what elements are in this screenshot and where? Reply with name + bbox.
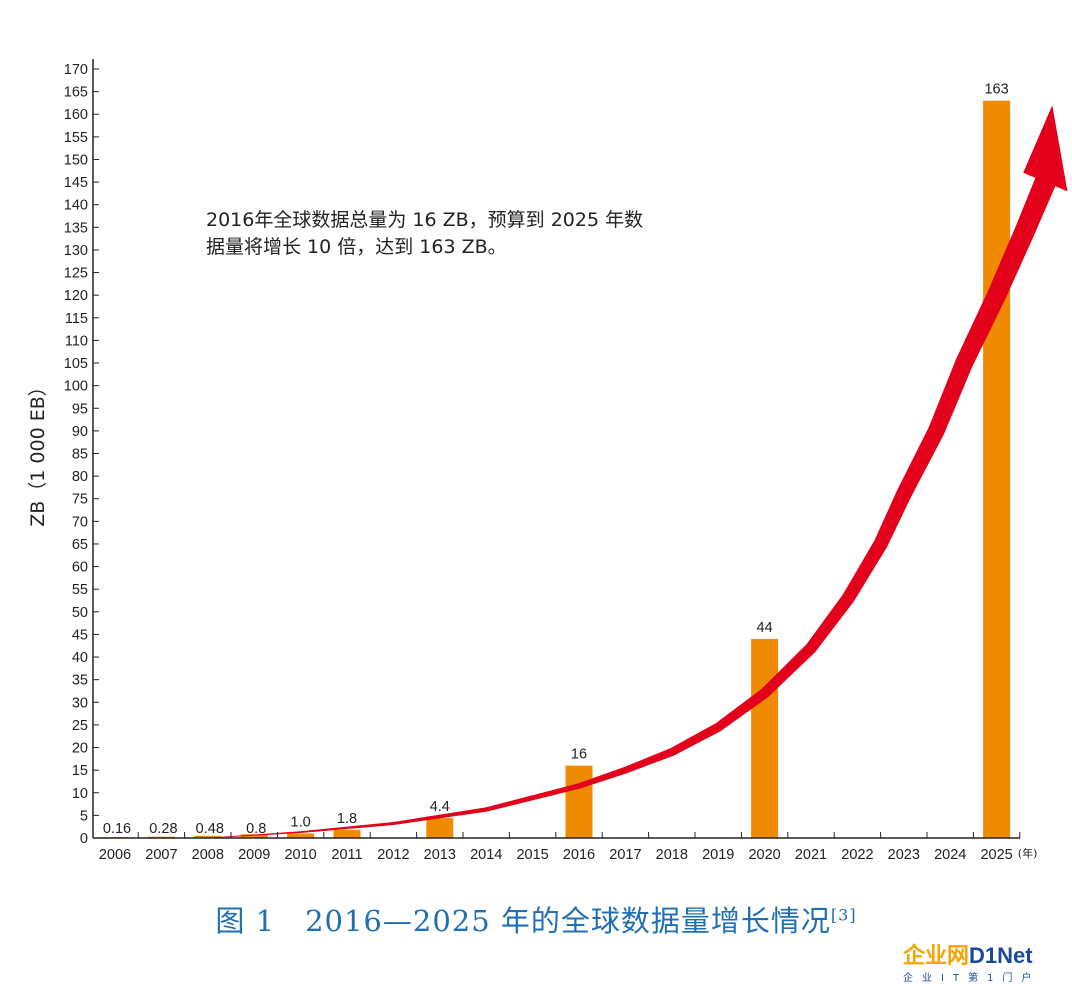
x-tick-label-2024: 2024 (934, 847, 966, 863)
x-tick-label-2014: 2014 (470, 847, 502, 863)
x-tick-label-2016: 2016 (563, 847, 595, 863)
x-tick-label-2020: 2020 (748, 847, 780, 863)
x-tick-label-2025: 2025 (980, 847, 1012, 863)
x-tick-label-2017: 2017 (609, 847, 641, 863)
logo-tagline: 企业IT第1门户 (903, 973, 1041, 984)
x-axis-unit: (年) (1018, 846, 1038, 860)
figure-caption: 图 1 2016—2025 年的全球数据量增长情况[3] (0, 898, 1072, 940)
bar-2010 (287, 833, 315, 838)
x-tick-label-2013: 2013 (424, 847, 456, 863)
y-tick-label: 95 (72, 401, 88, 417)
bar-2013 (426, 818, 454, 838)
y-tick-label: 100 (64, 379, 88, 395)
y-tick-label: 85 (72, 447, 88, 463)
bar-2009 (240, 834, 268, 838)
value-label-2025: 163 (984, 82, 1008, 98)
y-tick-label: 65 (72, 537, 88, 553)
x-tick-label-2022: 2022 (841, 847, 873, 863)
y-tick-label: 125 (64, 266, 88, 282)
y-tick-label: 55 (72, 582, 88, 598)
caption-text: 图 1 2016—2025 年的全球数据量增长情况 (215, 904, 831, 938)
x-tick-label-2023: 2023 (888, 847, 920, 863)
x-tick-label-2018: 2018 (656, 847, 688, 863)
y-tick-label: 45 (72, 627, 88, 643)
y-tick-label: 90 (72, 424, 88, 440)
y-tick-label: 120 (64, 288, 88, 304)
y-tick-label: 160 (64, 107, 88, 123)
x-tick-label-2006: 2006 (99, 847, 131, 863)
y-tick-label: 30 (72, 695, 88, 711)
annotation-line: 2016年全球数据总量为 16 ZB，预算到 2025 年数 (206, 209, 643, 231)
bar-2025 (983, 100, 1011, 839)
y-tick-label: 40 (72, 650, 88, 666)
value-label-2011: 1.8 (337, 811, 357, 827)
x-tick-label-2021: 2021 (795, 847, 827, 863)
value-label-2008: 0.48 (196, 821, 224, 837)
logo-en: D1Net (969, 943, 1033, 968)
value-label-2007: 0.28 (149, 821, 177, 837)
x-tick-label-2012: 2012 (377, 847, 409, 863)
y-tick-label: 165 (64, 85, 88, 101)
x-tick-label-2007: 2007 (145, 847, 177, 863)
y-tick-label: 15 (72, 763, 88, 779)
bar-2020 (751, 638, 779, 838)
y-tick-label: 75 (72, 492, 88, 508)
value-label-2020: 44 (757, 620, 773, 636)
bar-2011 (333, 829, 361, 838)
annotation-line: 据量将增长 10 倍，达到 163 ZB。 (206, 236, 507, 258)
y-tick-label: 115 (65, 311, 88, 327)
bar-2016 (565, 765, 593, 838)
y-tick-label: 110 (65, 333, 88, 349)
bar-2008 (194, 835, 222, 838)
caption-reference: [3] (830, 905, 857, 925)
y-tick-label: 105 (64, 356, 88, 372)
value-label-2009: 0.8 (246, 821, 266, 837)
y-tick-label: 130 (64, 243, 88, 259)
y-tick-label: 50 (72, 605, 88, 621)
y-tick-label: 150 (64, 152, 88, 168)
value-label-2013: 4.4 (430, 799, 450, 815)
x-tick-label-2011: 2011 (331, 847, 362, 863)
x-tick-label-2019: 2019 (702, 847, 734, 863)
y-tick-label: 35 (72, 673, 88, 689)
value-label-2010: 1.0 (291, 814, 311, 830)
y-tick-label: 155 (64, 130, 88, 146)
logo-cn: 企业网 (903, 943, 970, 968)
chart: ZB（1 000 EB）0510152025303540455055606570… (27, 59, 1068, 863)
d1net-logo: 企业网D1Net 企业IT第1门户 (903, 944, 1068, 984)
y-tick-label: 140 (64, 198, 88, 214)
y-tick-label: 145 (64, 175, 88, 191)
y-tick-label: 135 (64, 220, 88, 236)
value-label-2006: 0.16 (103, 821, 131, 837)
y-tick-label: 0 (80, 831, 88, 847)
y-axis-label: ZB（1 000 EB） (27, 377, 49, 527)
y-tick-label: 10 (72, 786, 88, 802)
x-tick-label-2009: 2009 (238, 847, 270, 863)
y-tick-label: 20 (72, 741, 88, 757)
value-label-2016: 16 (571, 747, 587, 763)
y-tick-label: 170 (64, 62, 88, 78)
y-tick-label: 60 (72, 560, 88, 576)
y-tick-label: 80 (72, 469, 88, 485)
x-tick-label-2015: 2015 (516, 847, 548, 863)
y-tick-label: 25 (72, 718, 88, 734)
x-tick-label-2010: 2010 (284, 847, 316, 863)
x-tick-label-2008: 2008 (192, 847, 224, 863)
y-tick-label: 5 (80, 808, 88, 824)
y-tick-label: 70 (72, 514, 88, 530)
